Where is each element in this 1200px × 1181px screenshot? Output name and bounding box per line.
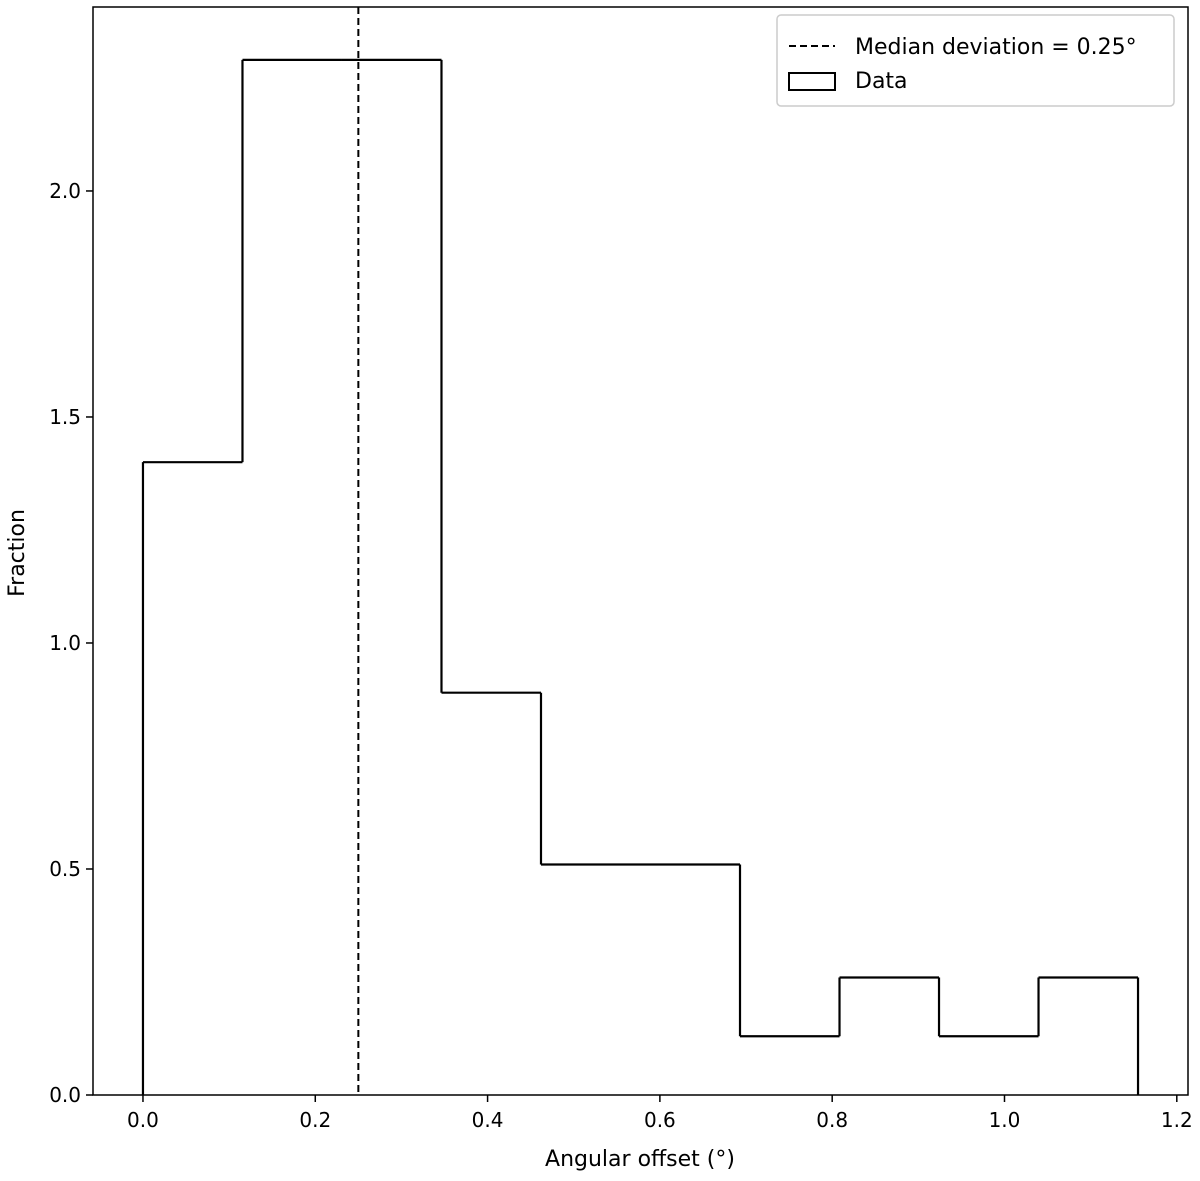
legend-label: Median deviation = 0.25°	[855, 35, 1137, 60]
y-axis-label: Fraction	[5, 509, 30, 597]
x-axis-label: Angular offset (°)	[545, 1147, 735, 1172]
x-tick-label: 0.4	[472, 1108, 504, 1132]
legend-label: Data	[855, 69, 908, 94]
y-tick-label: 0.5	[49, 857, 81, 881]
y-tick-label: 1.0	[49, 631, 81, 655]
x-tick-label: 0.8	[816, 1108, 848, 1132]
plot-frame	[92, 6, 1189, 1096]
y-tick-label: 0.0	[49, 1083, 81, 1107]
x-tick-label: 0.0	[127, 1108, 159, 1132]
x-tick-label: 0.6	[644, 1108, 676, 1132]
x-tick-label: 1.0	[989, 1108, 1021, 1132]
x-tick-label: 1.2	[1161, 1108, 1193, 1132]
y-tick-label: 2.0	[49, 179, 81, 203]
y-tick-label: 1.5	[49, 405, 81, 429]
legend-data-swatch	[788, 72, 836, 91]
x-tick-label: 0.2	[299, 1108, 331, 1132]
legend-box	[776, 14, 1175, 107]
